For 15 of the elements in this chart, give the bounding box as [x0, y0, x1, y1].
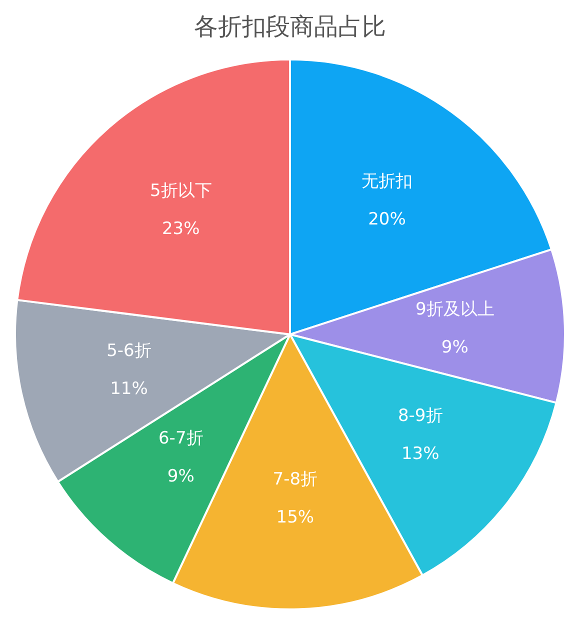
slice-label: 5折以下: [150, 181, 212, 202]
slice-label: 8-9折: [398, 406, 443, 426]
data-label: 20%: [368, 209, 406, 230]
data-label: 11%: [110, 378, 148, 399]
data-label: 9%: [441, 338, 468, 358]
chart-title: 各折扣段商品占比: [194, 12, 386, 41]
slice-label: 9折及以上: [416, 300, 494, 320]
data-label: 13%: [401, 444, 440, 464]
data-label: 15%: [276, 508, 314, 528]
data-label: 23%: [162, 219, 200, 240]
slice-label: 5-6折: [106, 340, 152, 361]
slice-label: 7-8折: [272, 470, 318, 490]
slice-label: 6-7折: [158, 428, 204, 449]
slice-label: 无折扣: [361, 171, 412, 192]
data-label: 9%: [167, 466, 194, 487]
